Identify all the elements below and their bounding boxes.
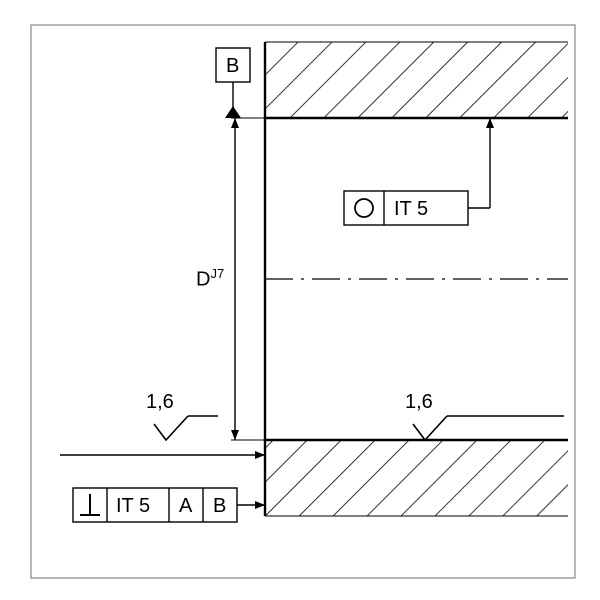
perp-tol-label: IT 5 — [116, 496, 150, 516]
datum-b-foot — [225, 106, 241, 118]
roughness-left-value: 1,6 — [146, 392, 174, 412]
hatched-bottom — [265, 440, 568, 516]
roughness-left-icon — [154, 416, 188, 440]
datum-b-label: B — [226, 56, 239, 76]
hatched-top — [265, 42, 568, 118]
perp-datum-b: B — [213, 496, 226, 516]
circularity-tol-label: IT 5 — [394, 199, 428, 219]
dimension-d-label: DJ7 — [196, 267, 224, 290]
perp-datum-a: A — [179, 496, 192, 516]
roughness-right-icon — [413, 416, 447, 440]
roughness-right-value: 1,6 — [405, 392, 433, 412]
